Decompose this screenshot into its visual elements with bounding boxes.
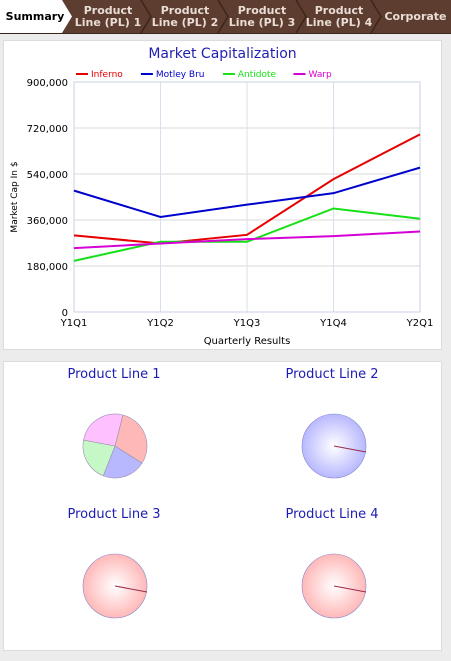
legend-label: Inferno	[91, 70, 123, 80]
series-line-motley-bru	[73, 166, 421, 218]
tab-label-line2: Line (PL) 4	[305, 15, 373, 29]
plot-area-frame	[73, 81, 421, 313]
y-tick-label: 720,000	[27, 124, 68, 135]
pie-slice-edge	[333, 585, 367, 593]
tab-label-line1: Product	[160, 3, 210, 17]
x-tick-label: Y1Q3	[233, 318, 261, 329]
y-tick-label: 540,000	[27, 170, 68, 181]
x-tick-label: Y2Q1	[406, 318, 434, 329]
series-line-antidote	[73, 207, 421, 262]
pie-title-product-line-3: Product Line 3	[67, 507, 161, 522]
product-lines-panel: Product Line 1 Product Line 2 Product Li…	[3, 361, 442, 651]
tab-product-line-2[interactable]: Product Line (PL) 2	[148, 0, 222, 33]
y-tick-label: 180,000	[27, 262, 68, 273]
tab-bar: Summary Product Line (PL) 1 Product Line…	[0, 0, 451, 34]
legend-label: Antidote	[238, 70, 277, 80]
pie-slice-motley-bru	[102, 445, 143, 479]
product-line-pies	[82, 413, 367, 619]
chart-title: Market Capitalization	[148, 46, 297, 62]
pie-title-product-line-2: Product Line 2	[285, 367, 379, 382]
pie-slice-edge	[114, 585, 148, 593]
tab-corporate[interactable]: Corporate	[380, 0, 451, 33]
x-tick-label: Y1Q4	[319, 318, 347, 329]
pie-title-product-line-1: Product Line 1	[67, 367, 161, 382]
x-axis-title: Quarterly Results	[204, 336, 291, 347]
pie-slice-antidote	[82, 439, 116, 477]
tab-product-line-3[interactable]: Product Line (PL) 3	[225, 0, 299, 33]
tab-label-line1: Product	[314, 3, 364, 17]
tab-product-line-4[interactable]: Product Line (PL) 4	[303, 0, 375, 33]
x-tick-label: Y1Q2	[146, 318, 174, 329]
y-tick-label: 360,000	[27, 216, 68, 227]
y-tick-label: 900,000	[27, 78, 68, 89]
tab-label-line1: Product	[83, 3, 133, 17]
series-line-warp	[73, 230, 421, 250]
tab-label-line1: Product	[237, 3, 287, 17]
tab-summary[interactable]: Summary	[0, 0, 70, 33]
tab-label-line2: Line (PL) 2	[151, 15, 219, 29]
x-tick-label: Y1Q1	[60, 318, 88, 329]
pie-slice-inferno	[114, 414, 148, 464]
legend-label: Motley Bru	[156, 70, 205, 80]
pie-title-product-line-4: Product Line 4	[285, 507, 379, 522]
tab-label-line2: Line (PL) 3	[228, 15, 296, 29]
tab-product-line-1[interactable]: Product Line (PL) 1	[72, 0, 144, 33]
market-cap-panel: Market Capitalization 0 180,000 360,000 540…	[3, 40, 442, 350]
tab-corporate-label: Corporate	[384, 9, 447, 23]
pie-slice-warp	[83, 413, 124, 447]
tab-summary-label: Summary	[5, 9, 65, 23]
tab-label-line2: Line (PL) 1	[74, 15, 142, 29]
pie-slice-edge	[333, 445, 367, 453]
y-axis-title: Market Cap In $	[10, 161, 20, 232]
legend-label: Warp	[309, 70, 333, 80]
y-tick-label: 0	[62, 308, 68, 319]
series-line-inferno	[73, 133, 421, 245]
market-cap-chart: 0 180,000 360,000 540,000 720,000 900,000 Y1Q1…	[10, 70, 434, 347]
